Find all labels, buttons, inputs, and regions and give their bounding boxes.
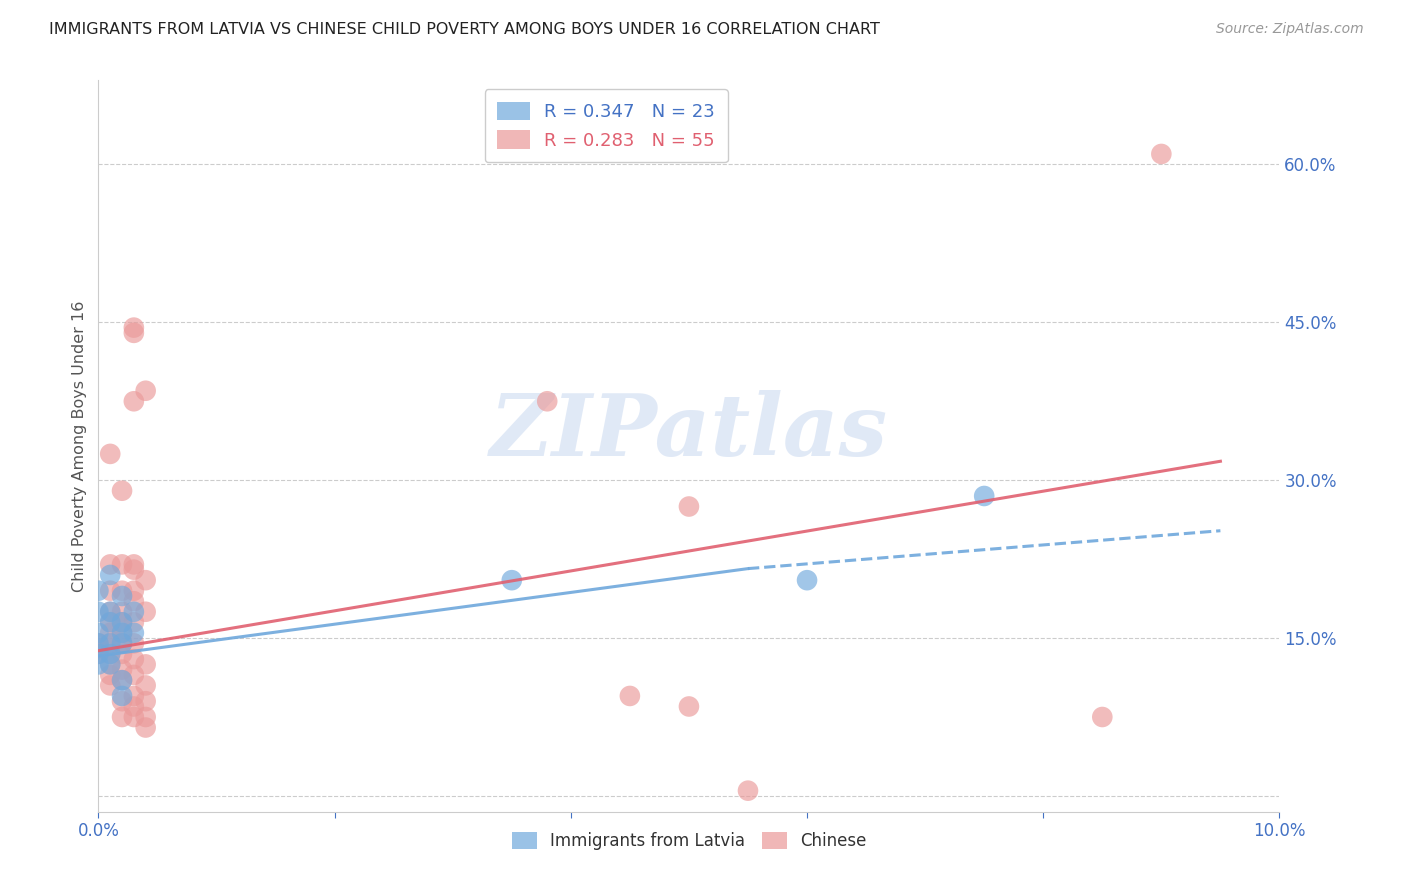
- Point: [1091, 710, 1114, 724]
- Point: [87, 641, 110, 656]
- Point: [98, 568, 121, 582]
- Point: [135, 657, 157, 672]
- Point: [98, 558, 121, 572]
- Point: [87, 647, 110, 661]
- Point: [87, 657, 110, 672]
- Point: [111, 589, 134, 603]
- Point: [737, 783, 759, 797]
- Point: [796, 573, 818, 587]
- Point: [122, 558, 145, 572]
- Point: [98, 615, 121, 630]
- Point: [87, 636, 110, 650]
- Point: [135, 678, 157, 692]
- Point: [98, 605, 121, 619]
- Point: [98, 615, 121, 630]
- Point: [678, 500, 700, 514]
- Legend: Immigrants from Latvia, Chinese: Immigrants from Latvia, Chinese: [503, 823, 875, 858]
- Point: [111, 647, 134, 661]
- Point: [122, 689, 145, 703]
- Point: [122, 668, 145, 682]
- Point: [501, 573, 523, 587]
- Point: [98, 678, 121, 692]
- Point: [111, 710, 134, 724]
- Point: [122, 583, 145, 598]
- Point: [973, 489, 995, 503]
- Point: [122, 652, 145, 666]
- Point: [122, 710, 145, 724]
- Point: [111, 583, 134, 598]
- Point: [111, 636, 134, 650]
- Point: [122, 699, 145, 714]
- Point: [122, 594, 145, 608]
- Point: [87, 583, 110, 598]
- Point: [135, 694, 157, 708]
- Point: [111, 605, 134, 619]
- Point: [98, 636, 121, 650]
- Point: [111, 625, 134, 640]
- Point: [122, 625, 145, 640]
- Point: [122, 605, 145, 619]
- Point: [135, 710, 157, 724]
- Point: [122, 320, 145, 334]
- Point: [111, 673, 134, 688]
- Point: [111, 636, 134, 650]
- Point: [111, 558, 134, 572]
- Point: [135, 573, 157, 587]
- Point: [98, 668, 121, 682]
- Point: [98, 636, 121, 650]
- Y-axis label: Child Poverty Among Boys Under 16: Child Poverty Among Boys Under 16: [72, 301, 87, 591]
- Point: [87, 636, 110, 650]
- Point: [98, 447, 121, 461]
- Text: Source: ZipAtlas.com: Source: ZipAtlas.com: [1216, 22, 1364, 37]
- Point: [122, 615, 145, 630]
- Text: ZIPatlas: ZIPatlas: [489, 390, 889, 473]
- Point: [1150, 147, 1173, 161]
- Point: [135, 384, 157, 398]
- Point: [122, 394, 145, 409]
- Point: [111, 689, 134, 703]
- Point: [122, 563, 145, 577]
- Point: [87, 625, 110, 640]
- Point: [111, 483, 134, 498]
- Point: [87, 605, 110, 619]
- Point: [98, 657, 121, 672]
- Text: IMMIGRANTS FROM LATVIA VS CHINESE CHILD POVERTY AMONG BOYS UNDER 16 CORRELATION : IMMIGRANTS FROM LATVIA VS CHINESE CHILD …: [49, 22, 880, 37]
- Point: [536, 394, 558, 409]
- Point: [98, 657, 121, 672]
- Point: [111, 625, 134, 640]
- Point: [98, 605, 121, 619]
- Point: [122, 636, 145, 650]
- Point: [111, 694, 134, 708]
- Point: [111, 673, 134, 688]
- Point: [98, 647, 121, 661]
- Point: [678, 699, 700, 714]
- Point: [111, 615, 134, 630]
- Point: [135, 721, 157, 735]
- Point: [111, 663, 134, 677]
- Point: [122, 326, 145, 340]
- Point: [98, 625, 121, 640]
- Point: [98, 647, 121, 661]
- Point: [619, 689, 641, 703]
- Point: [135, 605, 157, 619]
- Point: [111, 615, 134, 630]
- Point: [87, 647, 110, 661]
- Point: [98, 583, 121, 598]
